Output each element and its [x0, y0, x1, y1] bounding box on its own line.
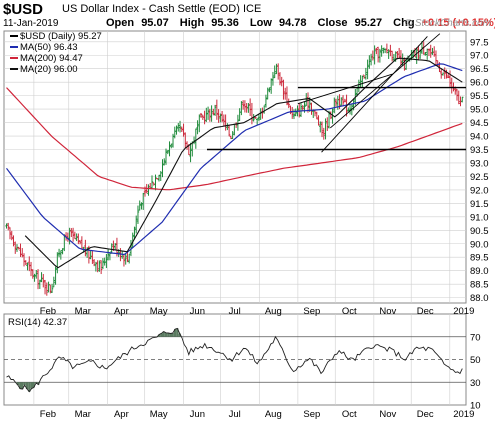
- rsi-x-label: 2019: [453, 409, 474, 420]
- rsi-line: [6, 327, 463, 393]
- rsi-y-tick: 10: [470, 401, 481, 412]
- legend-ma200: MA(200) 94.47: [10, 53, 83, 64]
- open-label: Open: [106, 17, 135, 29]
- rsi-x-label: Jun: [190, 409, 205, 420]
- price-y-tick: 93.5: [470, 145, 489, 156]
- price-y-tick: 89.5: [470, 253, 489, 264]
- rsi-x-label: Dec: [417, 409, 434, 420]
- rsi-x-label: Nov: [379, 409, 396, 420]
- rsi-y-tick: 50: [470, 355, 481, 366]
- price-x-label: Mar: [75, 306, 91, 317]
- header-date: 11-Jan-2019: [3, 18, 59, 29]
- ma20-line: [24, 57, 463, 269]
- legend-ma20: MA(20) 96.00: [10, 64, 78, 75]
- price-y-tick: 90.0: [470, 239, 489, 250]
- channel-line: [321, 36, 428, 153]
- legend-ma20-text: MA(20) 96.00: [20, 64, 78, 75]
- rsi-x-label: Aug: [265, 409, 282, 420]
- price-y-tick: 96.0: [470, 78, 489, 89]
- price-x-label: Feb: [40, 306, 56, 317]
- rsi-label: RSI(14) 42.37: [8, 317, 68, 328]
- price-y-tick: 94.5: [470, 118, 489, 129]
- price-y-tick: 97.5: [470, 37, 489, 48]
- price-x-label: Sep: [303, 306, 320, 317]
- close-value: 95.27: [354, 17, 383, 29]
- channel-line: [329, 33, 441, 129]
- price-x-label: Jun: [190, 306, 205, 317]
- price-y-tick: 91.0: [470, 212, 489, 223]
- exchange: ICE: [242, 3, 262, 15]
- price-y-tick: 88.0: [470, 293, 489, 304]
- desc-text: US Dollar Index - Cash Settle (EOD): [62, 3, 240, 15]
- price-x-label: Jul: [229, 306, 241, 317]
- price-y-tick: 95.0: [470, 105, 489, 116]
- ohlc-readout: Open 95.07 High 95.36 Low 94.78 Close 95…: [106, 17, 495, 29]
- price-x-label: Aug: [265, 306, 282, 317]
- legend-ma200-text: MA(200) 94.47: [20, 53, 83, 64]
- price-y-tick: 92.0: [470, 185, 489, 196]
- rsi-x-label: Mar: [75, 409, 91, 420]
- rsi-x-label: May: [150, 409, 168, 420]
- price-y-tick: 95.5: [470, 91, 489, 102]
- low-value: 94.78: [278, 17, 307, 29]
- chart-header: $USD US Dollar Index - Cash Settle (EOD)…: [0, 0, 495, 36]
- high-value: 95.36: [211, 17, 239, 29]
- price-x-label: Oct: [342, 306, 357, 317]
- rsi-x-label: Jul: [229, 409, 241, 420]
- legend-swatch: [10, 57, 18, 60]
- price-y-tick: 97.0: [470, 51, 489, 62]
- price-y-tick: 88.5: [470, 280, 489, 291]
- price-y-tick: 92.5: [470, 172, 489, 183]
- channel-line: [297, 73, 393, 105]
- watermark: © StockCharts.com: [404, 18, 491, 29]
- price-x-label: 2019: [453, 306, 474, 317]
- legend-price-text: $USD (Daily) 95.27: [20, 31, 102, 42]
- legend-ma50: MA(50) 96.43: [10, 42, 78, 53]
- price-y-tick: 89.0: [470, 266, 489, 277]
- price-x-label: Dec: [417, 306, 434, 317]
- price-y-tick: 90.5: [470, 226, 489, 237]
- rsi-x-label: Oct: [342, 409, 357, 420]
- ohlc-bars: [5, 41, 464, 296]
- price-y-tick: 96.5: [470, 64, 489, 75]
- price-x-label: Nov: [379, 306, 396, 317]
- price-panel: [3, 30, 467, 304]
- legend-swatch: [10, 68, 18, 71]
- high-label: High: [179, 17, 205, 29]
- price-y-tick: 91.5: [470, 199, 489, 210]
- rsi-y-tick: 70: [470, 332, 481, 343]
- close-label: Close: [317, 17, 348, 29]
- rsi-x-label: Feb: [40, 409, 56, 420]
- rsi-y-tick: 30: [470, 378, 481, 389]
- legend-ma50-text: MA(50) 96.43: [20, 42, 78, 53]
- open-value: 95.07: [141, 17, 169, 29]
- rsi-x-label: Apr: [114, 409, 129, 420]
- rsi-x-label: Sep: [303, 409, 320, 420]
- legend-price: $USD (Daily) 95.27: [10, 31, 102, 42]
- chg-label: Chg: [393, 17, 415, 29]
- price-y-tick: 94.0: [470, 132, 489, 143]
- low-label: Low: [249, 17, 272, 29]
- legend-swatch: [10, 35, 18, 38]
- price-x-label: Apr: [114, 306, 129, 317]
- price-x-label: May: [150, 306, 168, 317]
- legend-swatch: [10, 46, 18, 49]
- price-y-tick: 93.0: [470, 158, 489, 169]
- symbol: $USD: [3, 1, 44, 18]
- description: US Dollar Index - Cash Settle (EOD) ICE: [62, 3, 261, 15]
- chg-value: +0.15 (+0.15%): [421, 17, 495, 29]
